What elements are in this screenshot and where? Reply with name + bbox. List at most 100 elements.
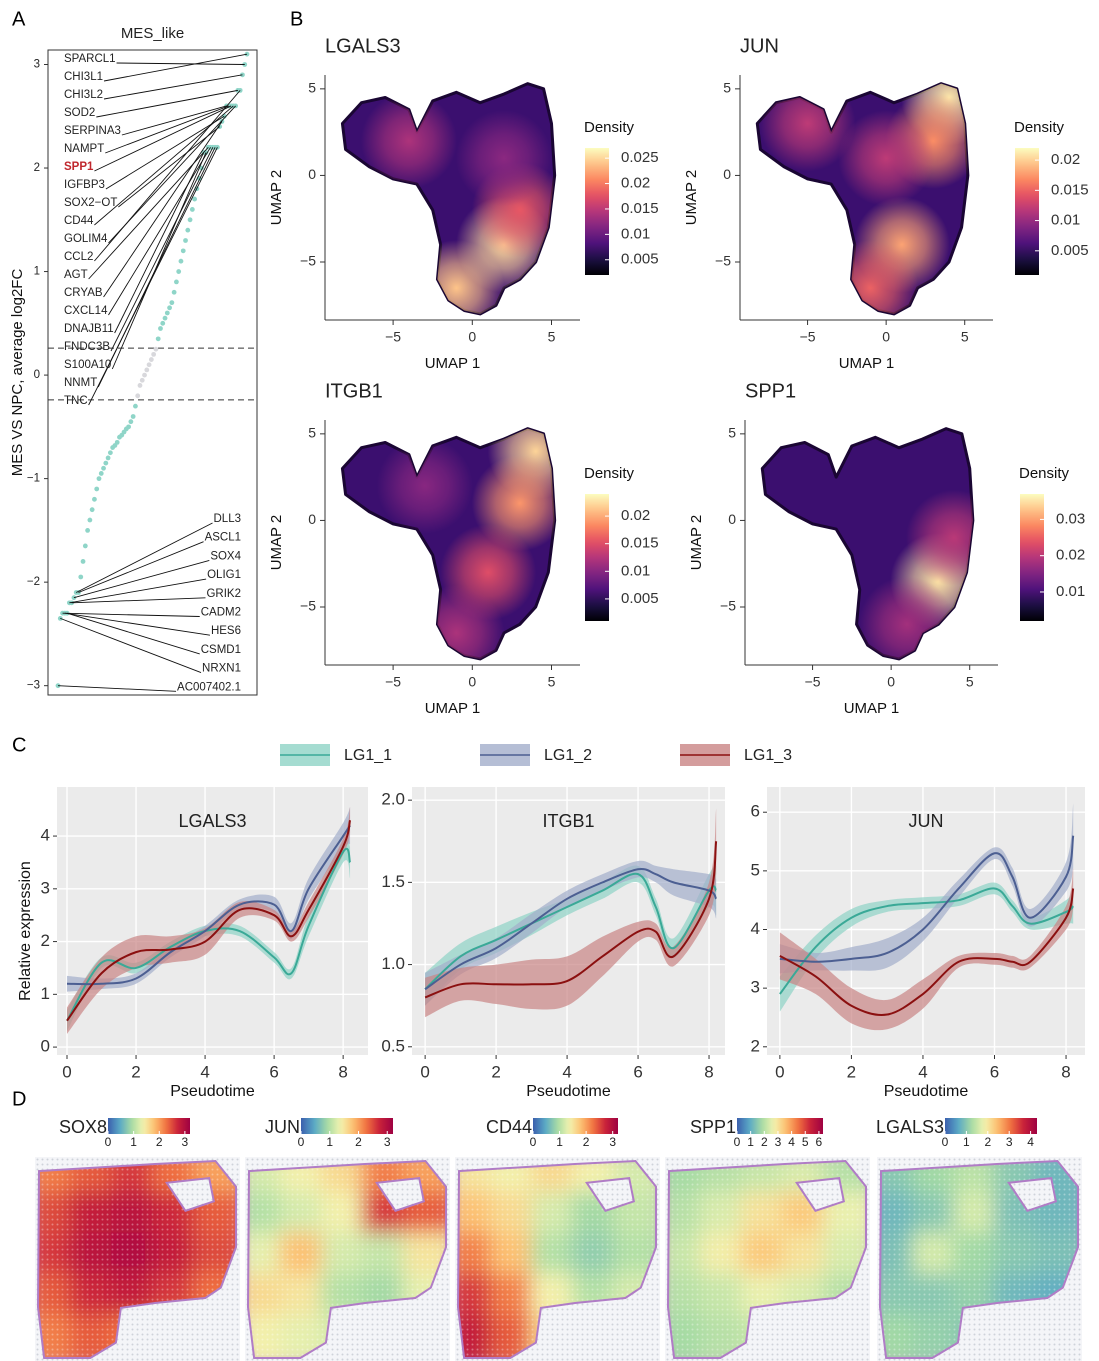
leader-line (78, 541, 204, 593)
chart-title: LGALS3 (325, 35, 401, 57)
x-tick-label: 4 (200, 1062, 209, 1081)
gene-label: S100A10 (64, 359, 111, 371)
point (114, 439, 120, 445)
leader-line (94, 105, 232, 172)
colorbar-label: 1 (963, 1135, 970, 1149)
gene-label: OLIG1 (207, 569, 241, 581)
gene-label: SOD2 (64, 107, 95, 119)
y-tick-label: −5 (715, 253, 731, 269)
y-tick-label: −2 (27, 576, 40, 588)
point (126, 424, 131, 430)
x-tick-label: −5 (385, 329, 401, 345)
gene-label: CCL2 (64, 251, 93, 263)
colorbar-label: 0.005 (621, 251, 659, 268)
point (187, 217, 193, 223)
gene-label: DNAJB11 (64, 323, 114, 335)
chart-title: JUN (909, 811, 944, 831)
leader-line (105, 105, 229, 154)
x-tick-label: 6 (990, 1062, 999, 1081)
y-axis-title: MES VS NPC, average log2FC (9, 269, 26, 477)
leader-line (108, 147, 211, 316)
gene-label: SPARCL1 (64, 53, 116, 65)
point (144, 367, 150, 373)
point (160, 320, 166, 326)
leader-line (94, 90, 241, 262)
gene-label: NNMT (64, 377, 97, 389)
map-title: CD44 (486, 1117, 532, 1137)
colorbar-label: 0 (734, 1135, 741, 1149)
point (98, 471, 104, 476)
x-tick-label: 5 (548, 674, 556, 690)
panel-label: D (12, 1088, 26, 1110)
density-peak (858, 576, 955, 659)
leader-line (121, 105, 227, 136)
legend-title: Density (1014, 119, 1065, 136)
x-tick-label: 8 (1061, 1062, 1070, 1081)
gene-label: AC007402.1 (177, 681, 241, 693)
gene-label: NAMPT (64, 143, 104, 155)
colorbar-label: 0.015 (621, 535, 659, 552)
colorbar (301, 1118, 393, 1134)
gene-label: FNDC3B (64, 341, 110, 353)
colorbar (585, 148, 609, 275)
y-tick-label: 5 (751, 860, 760, 879)
point (137, 383, 143, 388)
x-tick-label: 0 (62, 1062, 71, 1081)
gene-label: GOLIM4 (64, 233, 108, 245)
confidence-band (425, 865, 717, 1006)
density-layer (360, 92, 555, 314)
colorbar (1020, 494, 1044, 621)
colorbar-label: 0.02 (1056, 547, 1085, 564)
y-tick-label: 1 (34, 266, 40, 278)
point (107, 450, 113, 456)
y-tick-label: 3 (751, 978, 760, 997)
x-tick-label: 6 (633, 1062, 642, 1081)
y-tick-label: 0 (41, 1037, 50, 1056)
confidence-band (425, 860, 717, 1006)
colorbar-label: 2 (156, 1135, 163, 1149)
y-tick-label: 1.5 (381, 872, 405, 891)
leader-line (103, 121, 223, 298)
legend-label: LG1_2 (544, 747, 592, 764)
colorbar-label: 3 (384, 1135, 391, 1149)
leader-line (88, 147, 218, 406)
colorbar-label: 0.015 (621, 200, 659, 217)
point (174, 279, 179, 285)
panel-label: A (12, 8, 26, 30)
y-axis-title: UMAP 2 (268, 170, 285, 226)
y-tick-label: −3 (27, 680, 40, 692)
confidence-band (425, 808, 717, 1018)
line (424, 872, 718, 990)
gene-label: CHI3L1 (64, 71, 103, 83)
colorbar-label: 0.03 (1056, 510, 1085, 527)
colorbar (1015, 148, 1039, 275)
x-tick-label: 2 (491, 1062, 500, 1081)
panel-label: C (12, 734, 26, 756)
colorbar-label: 0 (530, 1135, 537, 1149)
plot-background (412, 787, 725, 1055)
colorbar-label: 0.01 (621, 562, 650, 579)
line (66, 847, 352, 1022)
colorbar (108, 1118, 190, 1134)
map-title: LGALS3 (876, 1117, 944, 1137)
y-tick-label: 3 (34, 59, 40, 71)
colorbar-label: 2 (583, 1135, 590, 1149)
leader-line (69, 578, 207, 604)
colorbar-label: 6 (816, 1135, 823, 1149)
point (164, 310, 170, 316)
y-tick-label: 5 (308, 80, 316, 96)
map-title: JUN (265, 1117, 300, 1137)
point (101, 465, 106, 471)
x-tick-label: 0 (775, 1062, 784, 1081)
point (142, 372, 147, 378)
x-tick-label: 0 (882, 329, 890, 345)
colorbar-label: 0.02 (1051, 151, 1080, 168)
chart-title: SPP1 (745, 380, 796, 402)
colorbar (585, 494, 609, 621)
x-tick-label: 0 (468, 329, 476, 345)
x-tick-label: 2 (131, 1062, 140, 1081)
x-tick-label: 0 (468, 674, 476, 690)
y-tick-label: 2 (751, 1036, 760, 1055)
legend-title: Density (584, 465, 635, 482)
point (169, 300, 175, 306)
